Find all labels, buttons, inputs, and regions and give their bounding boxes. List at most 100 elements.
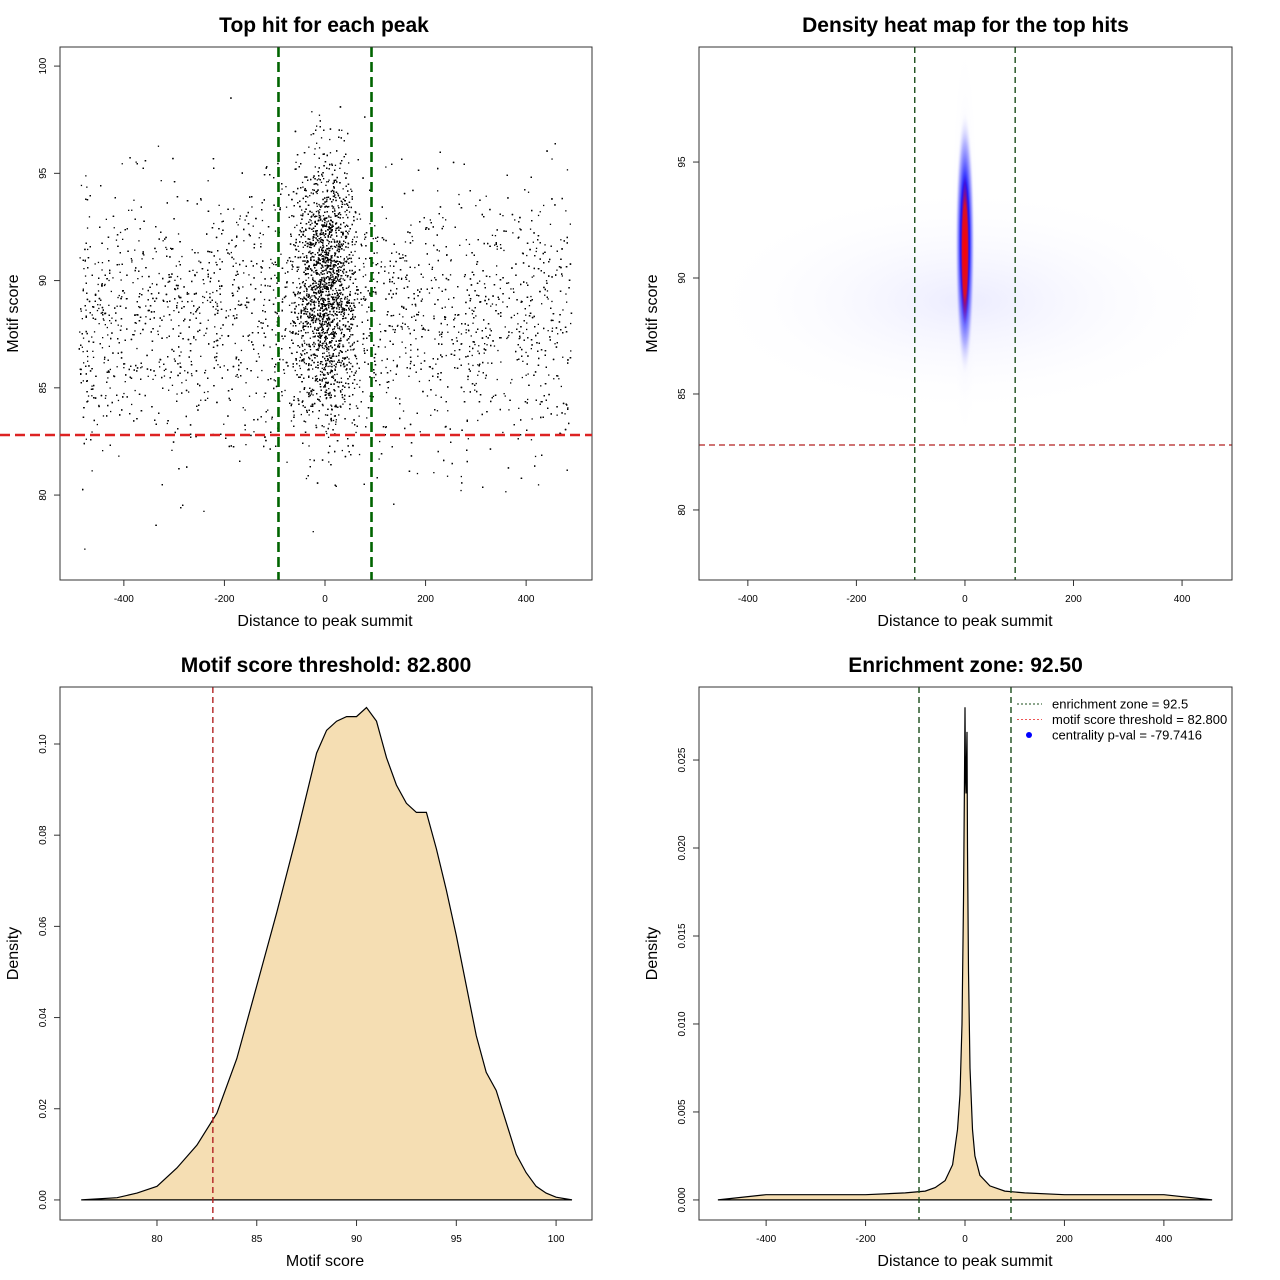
scatter-point [331, 293, 334, 295]
scatter-point [322, 203, 324, 205]
scatter-point [326, 271, 328, 273]
scatter-point [329, 313, 331, 315]
scatter-point [465, 239, 467, 241]
scatter-point [320, 218, 322, 220]
scatter-point [311, 242, 313, 244]
scatter-point [160, 180, 162, 182]
scatter-point [396, 325, 399, 327]
scatter-point [468, 307, 471, 309]
scatter-point [547, 298, 549, 300]
scatter-point [173, 358, 176, 360]
scatter-point [327, 355, 329, 357]
scatter-point [347, 246, 349, 249]
scatter-point [312, 176, 315, 179]
scatter-point [335, 288, 337, 290]
scatter-point [119, 231, 122, 234]
scatter-point [341, 201, 343, 203]
scatter-point [113, 227, 115, 229]
scatter-point [531, 276, 533, 278]
scatter-point [552, 319, 554, 322]
scatter-point [337, 226, 339, 229]
scatter-point [335, 290, 338, 292]
scatter-point [384, 346, 386, 348]
scatter-point [138, 306, 140, 308]
scatter-point [373, 278, 375, 280]
scatter-point [460, 475, 462, 478]
scatter-point [467, 378, 469, 381]
scatter-point [200, 355, 202, 357]
scatter-point [309, 241, 311, 243]
scatter-point [97, 304, 99, 306]
scatter-point [317, 327, 319, 329]
scatter-point [284, 389, 286, 392]
scatter-point [312, 368, 314, 370]
scatter-point [325, 312, 327, 314]
scatter-point [131, 259, 133, 261]
scatter-point [313, 183, 315, 185]
scatter-point [342, 278, 344, 280]
scatter-point [472, 364, 474, 367]
scatter-point [525, 351, 527, 354]
scatter-point [305, 287, 307, 289]
scatter-point [163, 315, 165, 317]
scatter-point [123, 367, 125, 369]
scatter-point [303, 307, 305, 309]
scatter-point [343, 262, 345, 264]
scatter-point [178, 260, 180, 263]
scatter-point [313, 271, 315, 273]
scatter-point [134, 389, 136, 392]
scatter-point [306, 267, 309, 269]
scatter-point [487, 362, 489, 364]
scatter-point [353, 387, 356, 389]
scatter-point [338, 266, 341, 268]
scatter-point [215, 301, 217, 303]
scatter-point [375, 293, 377, 295]
scatter-point [336, 307, 338, 309]
scatter-point [314, 326, 316, 329]
scatter-point [554, 343, 556, 345]
scatter-point [469, 345, 471, 348]
scatter-point [177, 233, 180, 235]
scatter-point [93, 331, 96, 333]
scatter-point [337, 322, 339, 324]
scatter-point [428, 292, 431, 294]
scatter-point [418, 311, 420, 313]
scatter-point [313, 216, 316, 218]
scatter-point [261, 219, 264, 222]
scatter-point [322, 215, 325, 217]
scatter-point [331, 363, 333, 365]
scatter-point [344, 235, 347, 238]
scatter-point [326, 190, 328, 193]
scatter-point [295, 294, 297, 296]
scatter-point [381, 359, 383, 362]
scatter-point [165, 246, 167, 249]
scatter-point [214, 326, 216, 328]
scatter-point [557, 375, 559, 377]
scatter-point [341, 262, 343, 264]
scatter-point [496, 378, 498, 381]
scatter-point [202, 295, 204, 298]
scatter-point [81, 318, 83, 320]
scatter-point [237, 376, 239, 378]
scatter-point [240, 349, 243, 352]
scatter-point [478, 370, 480, 373]
scatter-point [100, 312, 102, 314]
scatter-point [299, 292, 301, 295]
scatter-point [384, 266, 386, 268]
scatter-point [228, 253, 231, 255]
scatter-point [123, 392, 125, 395]
scatter-point [263, 298, 266, 301]
scatter-point [98, 404, 100, 407]
scatter-point [139, 332, 142, 335]
scatter-point [330, 369, 332, 371]
scatter-point [290, 322, 292, 325]
scatter-point [157, 330, 159, 332]
scatter-point [323, 352, 325, 354]
scatter-point [262, 234, 264, 236]
scatter-point [86, 227, 89, 229]
scatter-point [540, 385, 542, 387]
scatter-point [332, 302, 334, 304]
scatter-point [107, 377, 109, 379]
scatter-point [359, 218, 362, 220]
scatter-point [303, 284, 305, 286]
